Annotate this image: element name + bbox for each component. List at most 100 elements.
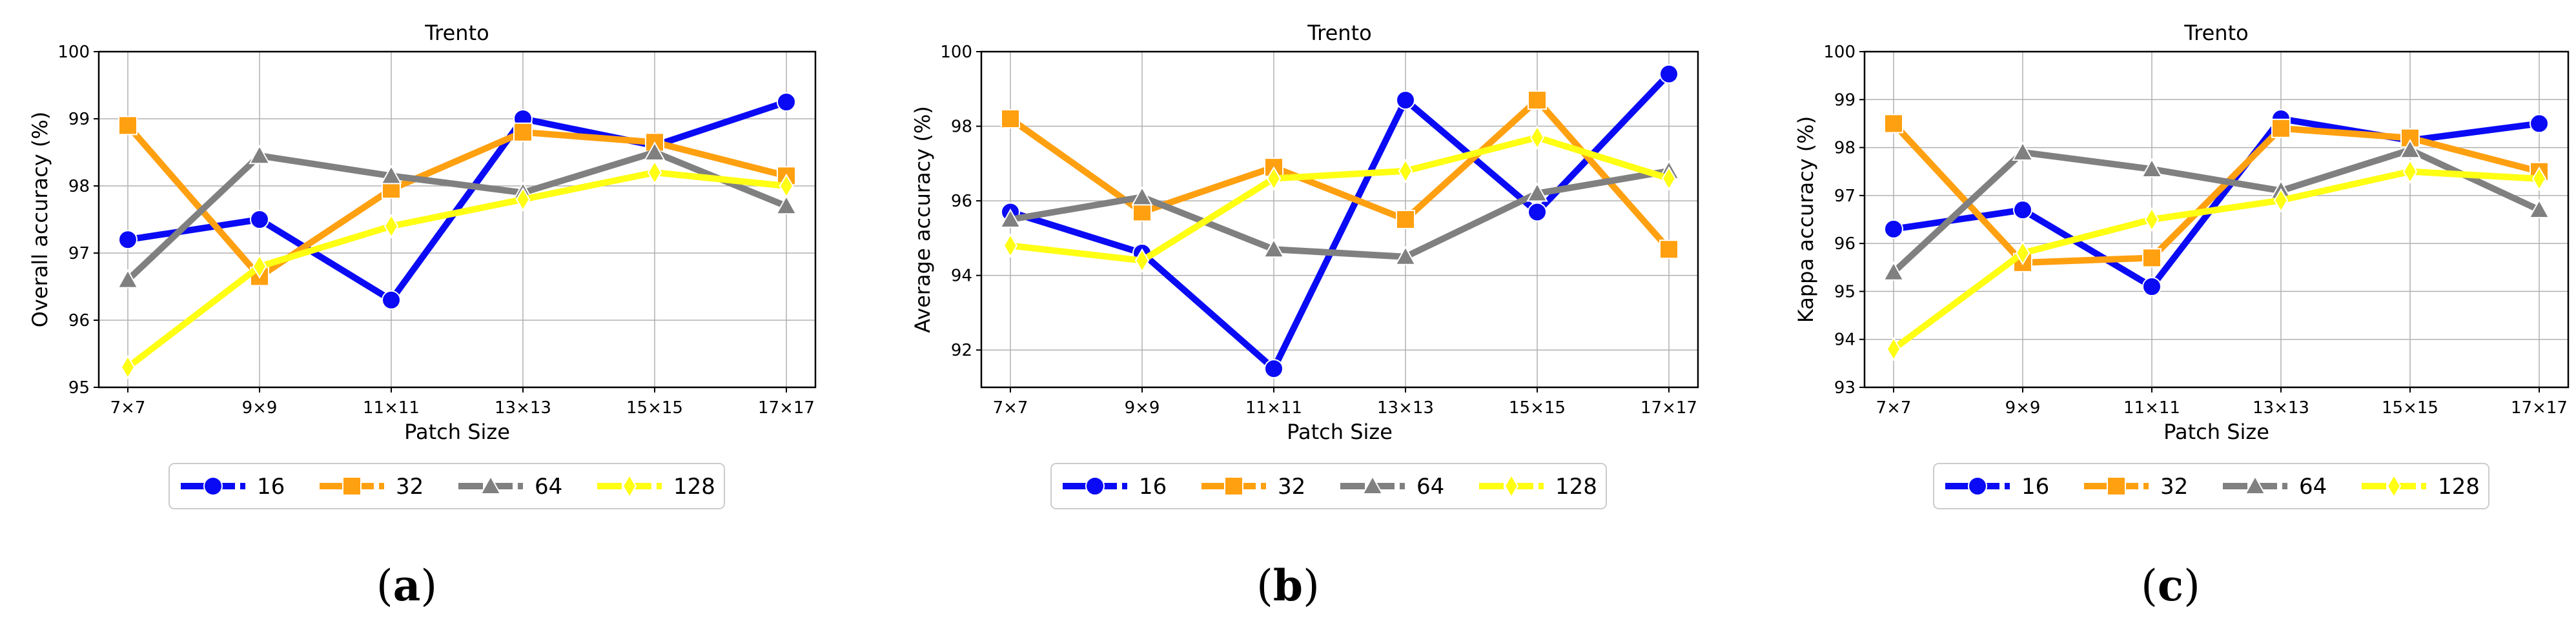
series-line-32	[1891, 121, 2540, 266]
legend-marker-16	[1968, 476, 1987, 496]
data-point-128	[2015, 241, 2030, 265]
data-point-32	[1659, 240, 1679, 260]
data-point-32	[1528, 90, 1547, 110]
x-tick-label: 15×15	[1509, 398, 1566, 418]
series-line-128	[125, 169, 787, 370]
data-point-32	[1001, 109, 1020, 128]
y-tick-label: 97	[68, 244, 90, 263]
legend-marker-64	[1362, 474, 1384, 494]
data-point-64	[1526, 182, 1548, 202]
y-tick-label: 95	[68, 378, 90, 398]
data-point-64	[1263, 238, 1285, 258]
series-line-32	[1008, 97, 1671, 252]
legend-box	[169, 463, 725, 509]
data-point-32	[118, 116, 138, 136]
x-tick-label: 11×11	[2123, 398, 2180, 418]
x-axis-label: Patch Size	[404, 420, 510, 444]
chart-title: Trento	[2183, 21, 2248, 45]
legend-label-64: 64	[1416, 474, 1444, 500]
data-point-16	[250, 210, 269, 229]
y-tick-label: 100	[1823, 43, 1855, 62]
data-point-64	[380, 165, 402, 185]
legend-marker-32	[342, 476, 362, 496]
legend: 16 32 64 128	[169, 463, 725, 509]
data-point-16	[2142, 277, 2162, 296]
data-point-128	[515, 187, 531, 212]
data-point-16	[2013, 200, 2032, 220]
y-tick-label: 94	[1834, 331, 1855, 350]
series-line-128	[1892, 168, 2540, 352]
data-point-32	[2142, 248, 2162, 268]
x-tick-label: 17×17	[1641, 398, 1697, 418]
x-tick-label: 9×9	[1125, 398, 1160, 418]
data-point-128	[1529, 125, 1545, 150]
data-point-16	[1528, 202, 1547, 222]
data-point-128	[120, 354, 136, 380]
data-point-64	[2012, 141, 2034, 161]
legend-box	[1050, 463, 1607, 509]
data-point-64	[1395, 245, 1416, 265]
x-tick-label: 15×15	[2382, 398, 2438, 418]
y-tick-label: 98	[1834, 139, 1855, 158]
data-point-16	[2530, 114, 2549, 134]
chart-panel-c: 93 94 95 96 97 98 99 100 7×7 9×9 11×11 13×13 15×15 17…	[1794, 21, 2570, 611]
legend-label-16: 16	[257, 474, 285, 500]
x-tick-label: 9×9	[2005, 398, 2041, 418]
data-point-64	[1883, 261, 1905, 281]
plot-frame	[980, 50, 1699, 389]
x-tick-label: 17×17	[2511, 398, 2568, 418]
x-tick-label: 15×15	[626, 398, 683, 418]
panel-caption-letter: a	[393, 560, 421, 611]
legend-marker-32	[1224, 476, 1243, 496]
legend: 16 32 64 128	[1933, 463, 2489, 509]
data-point-16	[1396, 90, 1415, 110]
legend-marker-64	[2244, 474, 2266, 494]
series-line-64	[1010, 167, 1670, 260]
data-point-16	[1884, 219, 1903, 239]
legend-label-32: 32	[1278, 474, 1305, 500]
panel-caption-letter: c	[2158, 560, 2183, 611]
legend-label-32: 32	[396, 474, 424, 500]
series-line-128	[1010, 134, 1670, 264]
legend-label-128: 128	[1555, 474, 1597, 500]
x-tick-label: 7×7	[110, 398, 146, 418]
data-point-128	[1661, 166, 1677, 191]
legend-marker-64	[480, 474, 502, 494]
legend: 16 32 64 128	[1050, 463, 1607, 509]
legend-label-128: 128	[673, 474, 715, 500]
y-tick-label: 96	[951, 192, 972, 211]
data-point-64	[644, 141, 666, 161]
data-point-16	[1659, 64, 1679, 84]
plot-frame	[1863, 50, 2570, 389]
x-tick-label: 9×9	[242, 398, 278, 418]
panel-caption: (b)	[1256, 560, 1320, 611]
y-axis-label: Average accuracy (%)	[910, 106, 935, 333]
x-tick-label: 7×7	[993, 398, 1028, 418]
x-tick-label: 13×13	[495, 398, 551, 418]
chart-title: Trento	[424, 21, 489, 45]
x-tick-label: 13×13	[1377, 398, 1434, 418]
y-tick-label: 97	[1834, 187, 1855, 206]
data-point-128	[2273, 188, 2289, 213]
y-tick-label: 96	[1834, 234, 1855, 254]
data-point-16	[118, 230, 138, 250]
data-point-128	[1398, 158, 1413, 183]
x-tick-label: 11×11	[1245, 398, 1302, 418]
legend-marker-128	[2386, 474, 2402, 498]
legend-label-16: 16	[1139, 474, 1167, 500]
x-tick-label: 7×7	[1876, 398, 1912, 418]
data-point-128	[1266, 166, 1282, 191]
data-point-16	[777, 92, 796, 112]
series-line-64	[125, 149, 788, 283]
data-point-32	[2271, 118, 2291, 138]
chart-panel-b: 92 94 96 98 100 7×7 9×9 11×11 13×13 15×15 17×17 Tre…	[910, 21, 1699, 611]
x-tick-label: 17×17	[758, 398, 815, 418]
y-axis-label: Kappa accuracy (%)	[1794, 116, 1818, 323]
data-point-64	[249, 145, 271, 165]
data-point-128	[383, 214, 399, 239]
data-point-32	[1884, 114, 1903, 134]
legend-marker-16	[203, 476, 223, 496]
data-point-128	[779, 174, 794, 198]
y-tick-label: 98	[68, 177, 90, 196]
